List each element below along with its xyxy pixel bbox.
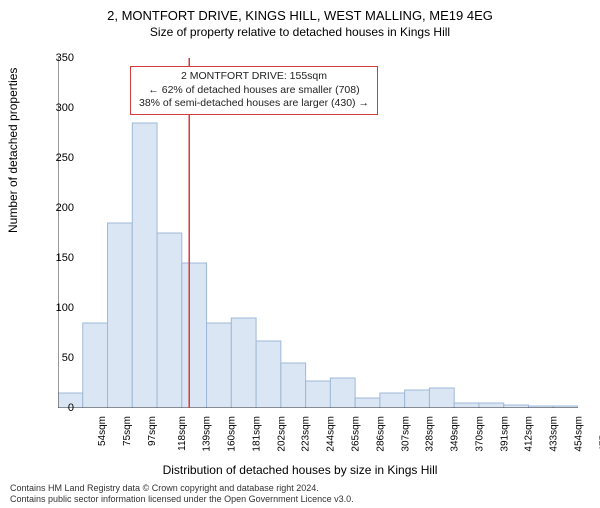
x-tick-label: 244sqm [326, 416, 337, 452]
annotation-line-3: 38% of semi-detached houses are larger (… [139, 97, 369, 111]
footer-attribution: Contains HM Land Registry data © Crown c… [10, 483, 354, 505]
x-tick-label: 370sqm [474, 416, 485, 452]
chart-subtitle: Size of property relative to detached ho… [0, 25, 600, 39]
annotation-line-1: 2 MONTFORT DRIVE: 155sqm [139, 70, 369, 84]
x-tick-label: 97sqm [147, 416, 158, 446]
annotation-line-2: ← 62% of detached houses are smaller (70… [139, 84, 369, 98]
histogram-bar [355, 398, 380, 408]
x-tick-label: 286sqm [375, 416, 386, 452]
y-tick-label: 100 [56, 302, 74, 314]
y-tick-label: 50 [62, 352, 74, 364]
x-tick-label: 54sqm [97, 416, 108, 446]
histogram-bar [182, 263, 207, 408]
footer-line-1: Contains HM Land Registry data © Crown c… [10, 483, 354, 494]
histogram-bar [231, 318, 256, 408]
x-tick-label: 433sqm [549, 416, 560, 452]
histogram-bar [256, 341, 281, 408]
x-tick-label: 181sqm [252, 416, 263, 452]
y-tick-label: 150 [56, 252, 74, 264]
histogram-bar [330, 378, 355, 408]
x-tick-label: 349sqm [450, 416, 461, 452]
chart-title: 2, MONTFORT DRIVE, KINGS HILL, WEST MALL… [0, 8, 600, 23]
x-tick-label: 202sqm [276, 416, 287, 452]
x-tick-label: 265sqm [351, 416, 362, 452]
histogram-bar [429, 388, 454, 408]
x-tick-label: 139sqm [202, 416, 213, 452]
histogram-bar [207, 323, 232, 408]
y-tick-label: 350 [56, 52, 74, 64]
histogram-bar [479, 403, 504, 408]
histogram-bar [380, 393, 405, 408]
histogram-bar [157, 233, 182, 408]
x-tick-label: 454sqm [573, 416, 584, 452]
histogram-bar [281, 363, 306, 408]
x-tick-label: 328sqm [425, 416, 436, 452]
histogram-bar [405, 390, 430, 408]
x-tick-label: 223sqm [301, 416, 312, 452]
property-annotation: 2 MONTFORT DRIVE: 155sqm ← 62% of detach… [130, 66, 378, 115]
histogram-bar [83, 323, 108, 408]
y-tick-label: 200 [56, 202, 74, 214]
y-axis-label: Number of detached properties [6, 68, 20, 233]
histogram-bar [132, 123, 157, 408]
y-tick-label: 0 [68, 402, 74, 414]
x-axis-label: Distribution of detached houses by size … [0, 463, 600, 477]
histogram-bar [306, 381, 331, 408]
histogram-bar [108, 223, 133, 408]
y-tick-label: 300 [56, 102, 74, 114]
x-tick-label: 160sqm [227, 416, 238, 452]
histogram-bar [454, 403, 479, 408]
x-tick-label: 307sqm [400, 416, 411, 452]
y-tick-label: 250 [56, 152, 74, 164]
x-tick-label: 412sqm [524, 416, 535, 452]
x-tick-label: 75sqm [122, 416, 133, 446]
x-tick-label: 391sqm [499, 416, 510, 452]
x-tick-label: 118sqm [177, 416, 188, 451]
